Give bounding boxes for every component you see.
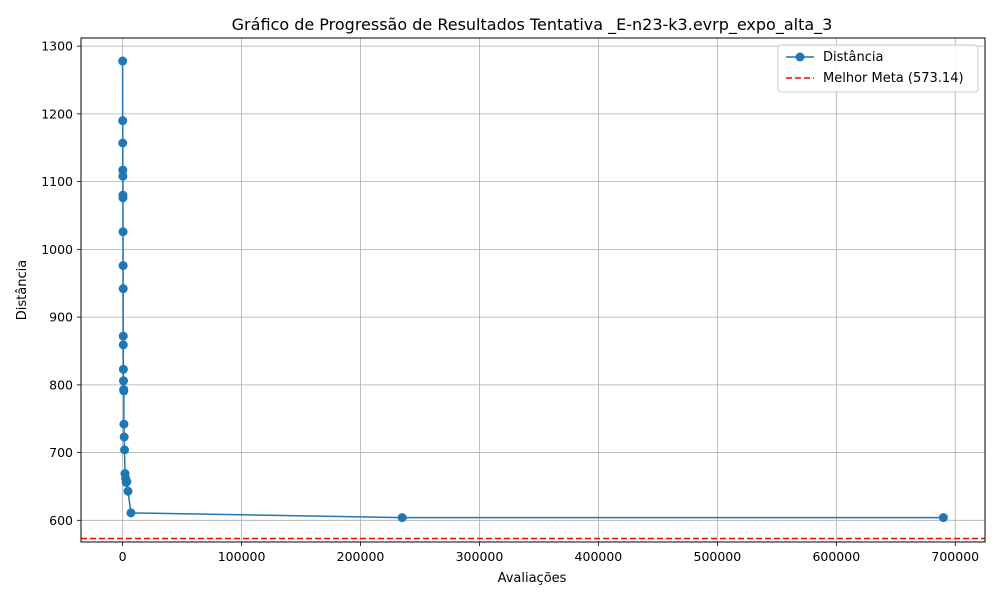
y-axis-label: Distância	[15, 260, 30, 320]
chart-title: Gráfico de Progressão de Resultados Tent…	[232, 15, 833, 35]
data-point	[938, 513, 948, 523]
y-tick-label: 1100	[41, 174, 73, 189]
legend-marker-distancia	[795, 52, 805, 62]
series-layer	[118, 56, 948, 523]
y-tick-label: 1200	[41, 106, 73, 121]
x-tick-label: 600000	[812, 549, 860, 564]
data-point	[118, 261, 128, 271]
data-point	[119, 386, 129, 396]
y-tick-label: 1000	[41, 242, 73, 257]
data-point	[118, 193, 128, 203]
y-tick-label: 800	[49, 377, 73, 392]
legend-label-distancia: Distância	[823, 50, 883, 65]
data-point	[120, 445, 130, 455]
x-tick-label: 700000	[931, 549, 979, 564]
data-point	[126, 508, 136, 518]
data-point	[118, 284, 128, 294]
x-axis-ticks: 0 100000 200000 300000 400000 500000 600000 700…	[119, 542, 979, 564]
x-axis-label: Avaliações	[498, 571, 567, 586]
plot-frame	[80, 37, 986, 543]
data-point	[119, 432, 129, 442]
data-point	[118, 376, 128, 386]
data-point	[122, 477, 132, 487]
legend-label-melhor-meta: Melhor Meta (573.14)	[823, 71, 964, 86]
y-axis-ticks: 600 700 800 900 1000 1100 1200 1300	[41, 39, 81, 528]
data-point	[118, 138, 128, 148]
data-point	[397, 513, 407, 523]
y-tick-label: 600	[49, 513, 73, 528]
y-tick-label: 900	[49, 310, 73, 325]
data-point	[118, 227, 128, 237]
data-point	[118, 340, 128, 350]
x-tick-label: 0	[119, 549, 127, 564]
y-tick-label: 1300	[41, 39, 73, 54]
x-tick-label: 100000	[218, 549, 266, 564]
legend: Distância Melhor Meta (573.14)	[777, 44, 979, 93]
data-point	[119, 419, 129, 429]
x-tick-label: 500000	[694, 549, 742, 564]
data-point	[123, 486, 133, 496]
grid	[81, 38, 985, 542]
x-tick-label: 300000	[456, 549, 504, 564]
y-tick-label: 700	[49, 445, 73, 460]
legend-box	[777, 44, 979, 93]
data-point	[118, 364, 128, 374]
data-point	[118, 171, 128, 181]
data-point	[118, 116, 128, 126]
data-point	[118, 56, 128, 66]
x-tick-label: 400000	[575, 549, 623, 564]
x-tick-label: 200000	[337, 549, 385, 564]
data-point	[118, 331, 128, 341]
